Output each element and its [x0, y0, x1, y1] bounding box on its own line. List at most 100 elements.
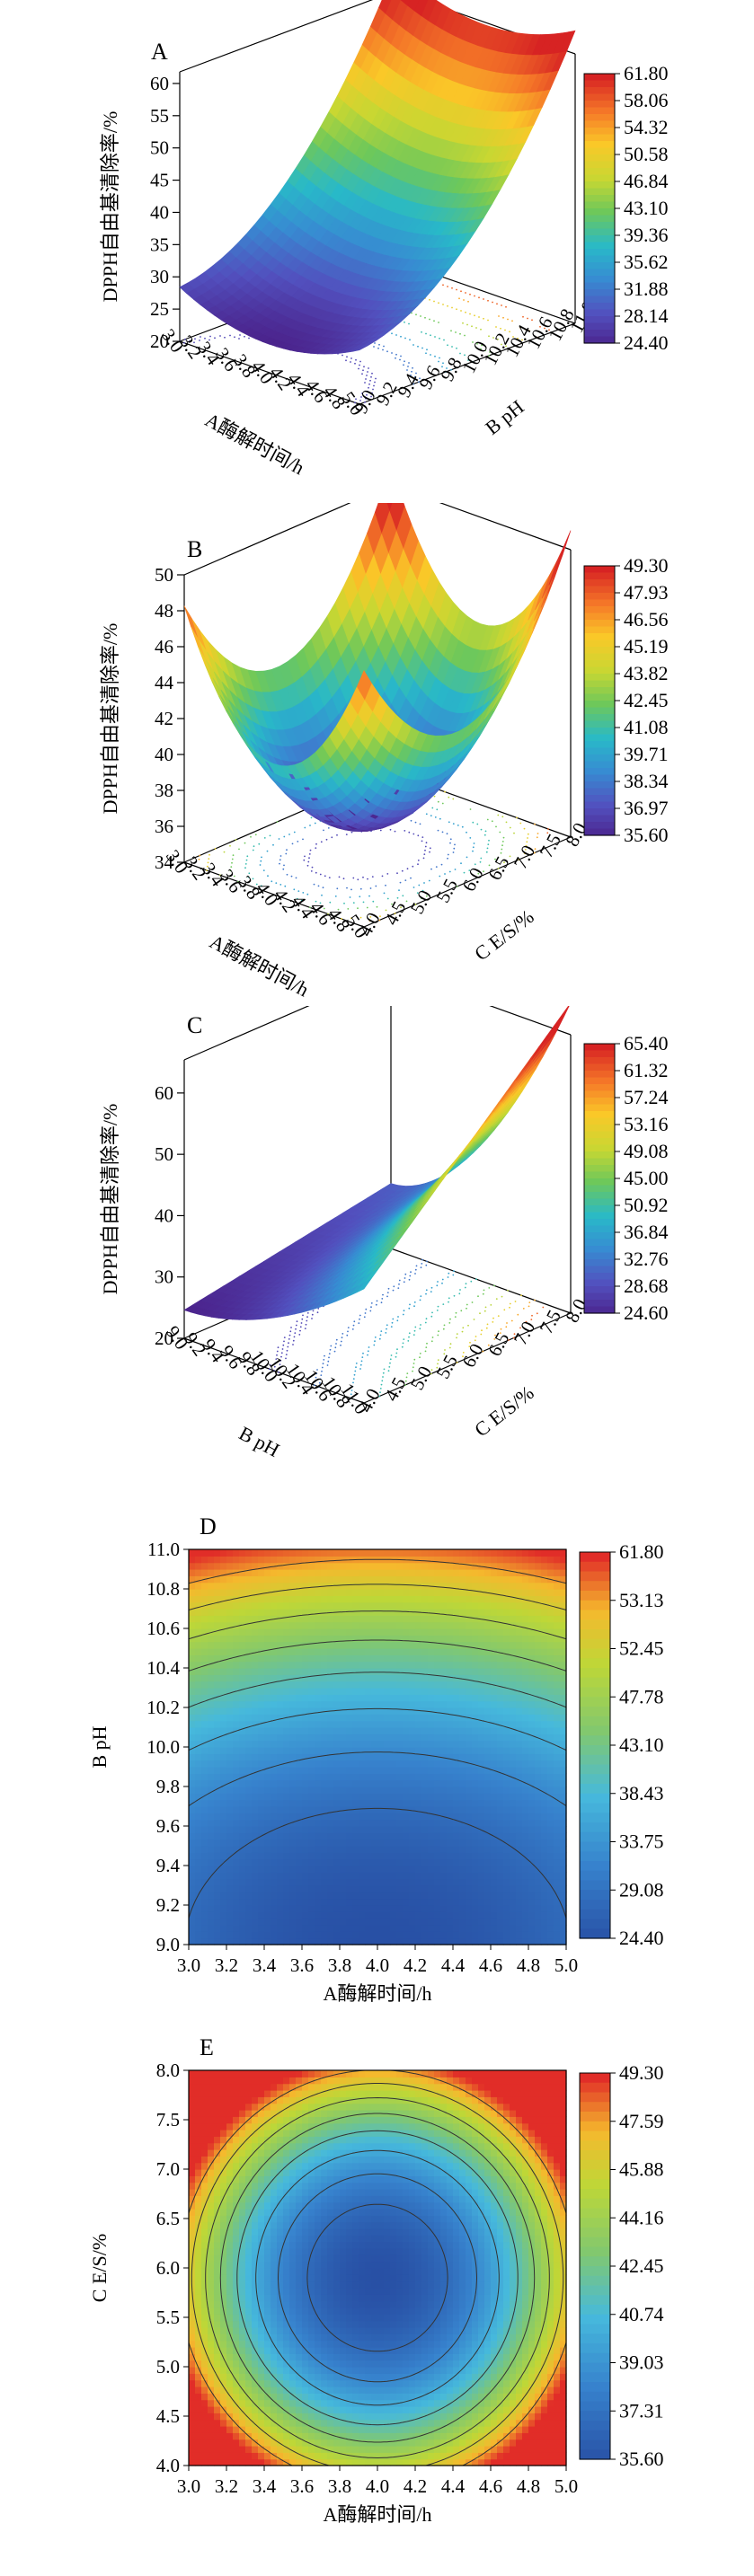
contour-point: [287, 1345, 289, 1348]
contour-point: [312, 1310, 315, 1312]
heat-cell: [208, 1714, 215, 1722]
heat-cell: [245, 1852, 253, 1860]
heat-cell: [239, 1575, 246, 1584]
heat-cell: [201, 1700, 208, 1708]
contour-point: [415, 313, 417, 316]
heat-cell: [289, 1601, 297, 1610]
heat-cell: [283, 1621, 290, 1629]
contour-point: [421, 1263, 423, 1265]
heat-cell: [321, 1595, 328, 1603]
contour-point: [350, 357, 352, 359]
heat-cell: [189, 1635, 196, 1643]
heat-cell: [289, 1760, 297, 1768]
heat-cell: [340, 1556, 347, 1564]
contour-point: [475, 327, 477, 329]
heat-cell: [189, 1641, 196, 1649]
contour-point: [417, 860, 420, 861]
heat-cell: [264, 1931, 271, 1939]
heat-cell: [195, 1937, 202, 1945]
contour-point: [420, 1295, 422, 1297]
contour-point: [534, 1299, 536, 1301]
contour-point: [295, 1328, 297, 1330]
contour-point: [527, 317, 528, 320]
heat-cell: [315, 1700, 322, 1708]
contour-point: [394, 913, 396, 914]
heat-cell: [315, 1615, 322, 1623]
contour-point: [492, 337, 494, 339]
contour-point: [480, 328, 482, 331]
heat-cell: [296, 1767, 303, 1774]
contour-point: [502, 316, 504, 319]
heat-cell: [315, 1641, 322, 1649]
heat-cell: [308, 1885, 315, 1892]
heat-cell: [226, 1892, 234, 1900]
heat-cell: [195, 1595, 202, 1603]
heat-cell: [245, 1931, 253, 1939]
heat-cell: [302, 1615, 309, 1623]
contour-point: [407, 1340, 410, 1342]
heat-cell: [340, 1846, 347, 1853]
heat-cell: [308, 1582, 315, 1590]
panel-label: A: [151, 39, 168, 65]
heat-cell: [252, 1648, 259, 1655]
heat-cell: [189, 1911, 196, 1919]
chart-svg: C2030405060DPPH自由基清除率/%9.09.29.49.69.810…: [99, 1006, 669, 1461]
heat-cell: [189, 1885, 196, 1892]
contour-point: [488, 864, 491, 867]
heat-cell: [189, 1892, 196, 1900]
heat-cell: [302, 1779, 309, 1787]
heat-cell: [277, 1747, 284, 1754]
contour-point: [456, 1333, 458, 1335]
heat-cell: [195, 1641, 202, 1649]
heat-cell: [283, 1589, 290, 1596]
contour-point: [414, 1268, 417, 1271]
heat-cell: [289, 1931, 297, 1939]
heat-cell: [233, 1858, 240, 1866]
heat-cell: [201, 1925, 208, 1932]
contour-point: [485, 851, 488, 853]
colorbar-label: 36.97: [624, 797, 669, 819]
contour-point: [508, 1339, 510, 1341]
contour-point: [414, 1326, 417, 1328]
axis-edge: [179, 0, 374, 73]
contour-point: [351, 1328, 354, 1330]
colorbar-segment: [584, 1138, 615, 1146]
heat-cell: [271, 1727, 278, 1734]
x-axis-title: A酶解时间/h: [201, 408, 308, 479]
contour-point: [271, 880, 273, 883]
heat-cell: [195, 1885, 202, 1892]
heat-cell: [201, 1720, 208, 1728]
contour-point: [505, 1326, 508, 1328]
heat-cell: [258, 1839, 265, 1847]
heat-cell: [283, 1779, 290, 1787]
heat-cell: [340, 1635, 347, 1643]
contour-point: [283, 835, 286, 838]
heat-cell: [315, 1734, 322, 1742]
heat-cell: [340, 1839, 347, 1847]
heat-cell: [277, 1839, 284, 1847]
contour-point: [281, 1348, 284, 1350]
heat-cell: [271, 1641, 278, 1649]
heat-cell: [271, 1668, 278, 1675]
heat-cell: [220, 1668, 227, 1675]
heat-cell: [264, 1740, 271, 1748]
contour-point: [366, 375, 368, 376]
heat-cell: [333, 1786, 341, 1794]
contour-point: [493, 1338, 496, 1340]
contour-point: [275, 882, 278, 884]
heat-cell: [239, 1826, 246, 1833]
contour-point: [323, 829, 324, 832]
colorbar-segment: [584, 640, 615, 648]
heat-cell: [208, 1753, 215, 1761]
heat-cell: [258, 1549, 265, 1557]
heat-cell: [271, 1925, 278, 1932]
heat-cell: [346, 1668, 353, 1675]
colorbar-segment: [584, 693, 615, 701]
contour-point: [404, 1384, 406, 1386]
colorbar-segment: [584, 1205, 615, 1213]
heat-cell: [252, 1556, 259, 1564]
heat-cell: [220, 1648, 227, 1655]
heat-cell: [315, 1937, 322, 1945]
heat-cell: [233, 1898, 240, 1906]
heat-cell: [252, 1925, 259, 1932]
